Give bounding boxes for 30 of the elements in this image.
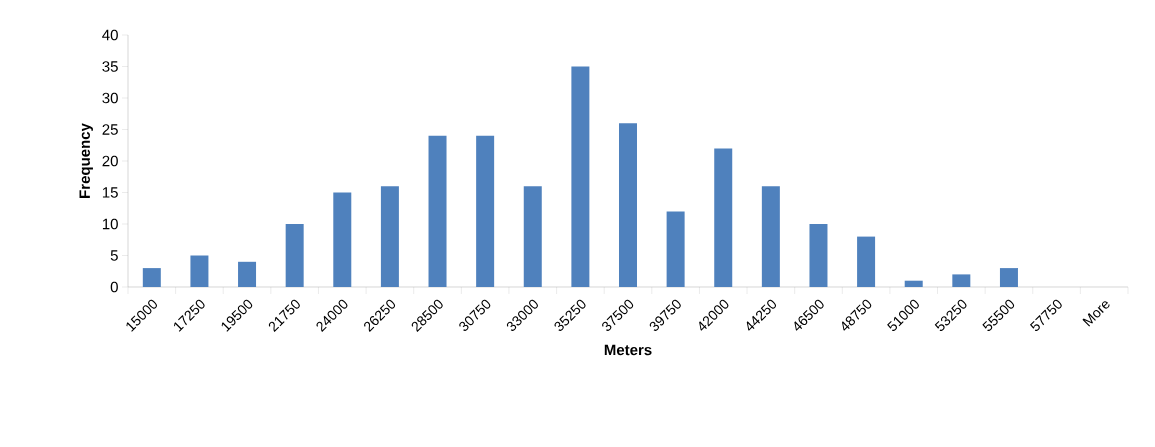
y-tick-label: 0 — [110, 281, 118, 293]
bar — [523, 186, 542, 287]
bar — [428, 135, 447, 287]
bar — [190, 255, 209, 287]
bar — [761, 186, 780, 287]
bar — [714, 148, 733, 287]
y-tick-label: 25 — [102, 124, 118, 135]
bar — [619, 123, 637, 287]
bar — [904, 280, 923, 287]
bar — [999, 268, 1018, 287]
y-tick-label: 40 — [102, 29, 118, 41]
bar — [476, 135, 495, 287]
bar — [571, 66, 590, 287]
y-tick-label: 20 — [102, 155, 118, 167]
bar — [142, 268, 161, 287]
bar — [285, 224, 304, 287]
y-axis-title: Frequency — [79, 123, 93, 198]
y-tick-label: 10 — [102, 218, 118, 230]
y-tick-label: 5 — [110, 250, 118, 261]
y-tick-label: 30 — [102, 92, 118, 104]
y-tick-label: 35 — [102, 61, 118, 72]
bar — [666, 211, 685, 287]
bar — [380, 186, 399, 287]
bar — [857, 236, 876, 287]
bar — [809, 224, 828, 287]
x-axis-title: Meters — [604, 344, 652, 356]
bar — [952, 274, 971, 287]
bar — [333, 192, 352, 287]
bar — [238, 261, 257, 287]
y-tick-label: 15 — [102, 187, 118, 198]
